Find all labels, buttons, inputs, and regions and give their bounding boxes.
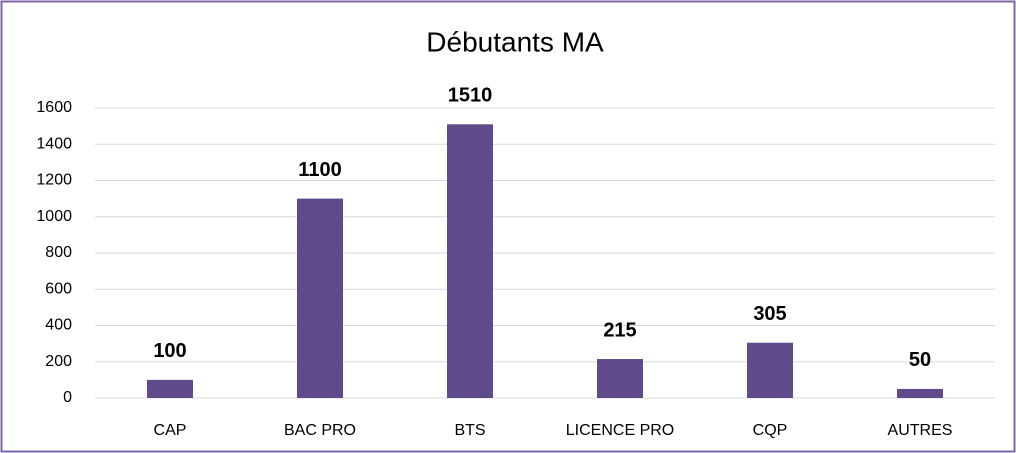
y-tick-label: 1400: [36, 135, 72, 152]
y-tick-label: 400: [45, 317, 72, 334]
x-tick-label: AUTRES: [888, 422, 953, 439]
chart-title: Débutants MA: [426, 26, 604, 57]
value-label: 50: [909, 349, 931, 371]
x-tick-label: CQP: [753, 422, 788, 439]
bar: [147, 379, 193, 398]
value-label: 100: [153, 340, 186, 362]
x-tick-label: CAP: [154, 422, 187, 439]
y-tick-label: 200: [45, 353, 72, 370]
bar: [747, 342, 793, 398]
x-tick-label: BTS: [454, 422, 485, 439]
value-label: 1510: [448, 85, 493, 107]
y-tick-label: 1600: [36, 99, 72, 116]
x-tick-label: BAC PRO: [284, 422, 356, 439]
y-tick-label: 600: [45, 280, 72, 297]
y-tick-label: 0: [63, 389, 72, 406]
y-tick-label: 1000: [36, 208, 72, 225]
bar: [297, 198, 343, 398]
bar: [447, 124, 493, 398]
x-tick-label: LICENCE PRO: [566, 422, 674, 439]
value-label: 1100: [298, 159, 341, 181]
y-tick-label: 1200: [36, 172, 72, 189]
y-tick-label: 800: [45, 244, 72, 261]
bar: [597, 359, 643, 398]
value-label: 215: [603, 319, 636, 341]
bar: [897, 388, 943, 398]
value-label: 305: [753, 303, 786, 325]
